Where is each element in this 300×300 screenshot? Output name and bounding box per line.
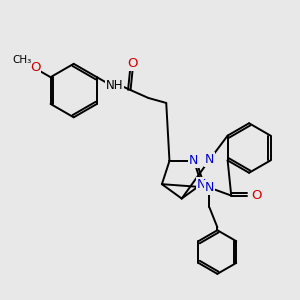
Text: CH₃: CH₃ [12, 55, 32, 65]
Text: N: N [205, 181, 214, 194]
Text: N: N [205, 153, 214, 167]
Text: O: O [30, 61, 40, 74]
Text: NH: NH [106, 79, 124, 92]
Text: O: O [251, 189, 261, 202]
Text: N: N [197, 178, 206, 191]
Text: N: N [189, 154, 199, 167]
Text: O: O [127, 57, 138, 70]
